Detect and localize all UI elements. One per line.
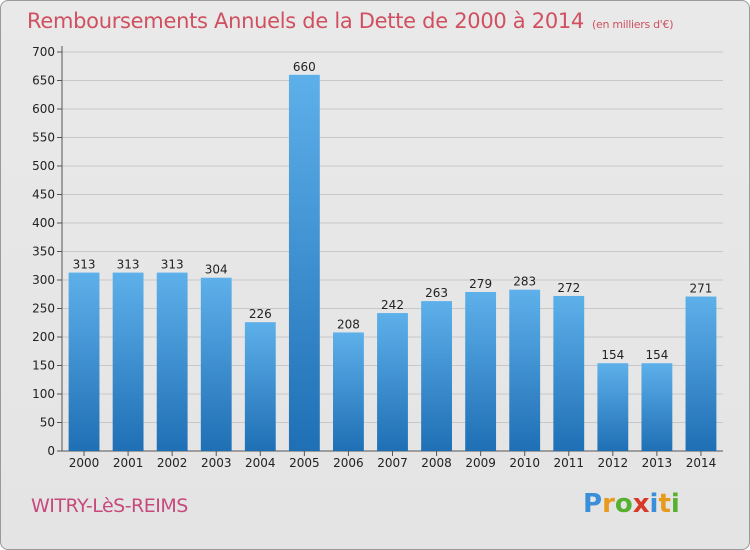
x-tick-label: 2005 [289, 456, 320, 470]
bar [685, 296, 717, 451]
bar [553, 295, 585, 451]
data-label: 304 [205, 263, 228, 277]
x-tick-label: 2009 [465, 456, 496, 470]
bar [244, 322, 276, 451]
y-tick-label: 200 [32, 330, 55, 344]
data-label: 154 [601, 348, 624, 362]
data-label: 154 [645, 348, 668, 362]
bar [421, 301, 452, 451]
data-label: 208 [337, 317, 360, 331]
y-tick-label: 400 [32, 216, 55, 230]
data-label: 271 [690, 282, 713, 296]
x-tick-label: 2006 [333, 456, 364, 470]
bar [377, 313, 408, 451]
data-label: 283 [513, 275, 536, 289]
x-tick-label: 2011 [553, 456, 584, 470]
bar [333, 332, 364, 451]
x-tick-label: 2001 [113, 456, 144, 470]
chart-title-unit: (en milliers d'€) [592, 18, 674, 31]
y-tick-label: 0 [47, 444, 55, 458]
logo-letter: t [658, 489, 671, 519]
y-tick-label: 100 [32, 387, 55, 401]
logo-letter: i [649, 489, 659, 519]
data-label: 226 [249, 307, 272, 321]
y-tick-label: 350 [32, 245, 55, 259]
data-label: 242 [381, 298, 404, 312]
x-tick-label: 2007 [377, 456, 408, 470]
bar [641, 363, 673, 451]
x-tick-label: 2010 [509, 456, 540, 470]
logo-letter: x [632, 489, 650, 519]
data-label: 313 [161, 258, 184, 272]
x-tick-label: 2014 [686, 456, 717, 470]
y-tick-label: 650 [32, 74, 55, 88]
bar [68, 272, 100, 451]
chart-title-text: Remboursements Annuels de la Dette de 20… [27, 9, 584, 33]
y-tick-label: 600 [32, 102, 55, 116]
y-tick-label: 50 [40, 416, 55, 430]
bar [288, 74, 320, 452]
y-tick-label: 300 [32, 273, 55, 287]
y-tick-label: 250 [32, 302, 55, 316]
labels: 313 313 313 304 226 660 208 242 263 279 283 272 154 1… [73, 60, 713, 362]
logo-letter: i [670, 489, 680, 519]
data-label: 272 [557, 281, 580, 295]
x-tick-label: 2000 [69, 456, 100, 470]
bar [465, 291, 497, 451]
bar [156, 272, 188, 451]
data-label: 313 [117, 258, 140, 272]
y-tick-label: 550 [32, 131, 55, 145]
data-label: 313 [73, 258, 96, 272]
data-label: 660 [293, 60, 316, 74]
bar [112, 272, 144, 451]
x-tick-label: 2008 [421, 456, 452, 470]
y-tick-label: 150 [32, 359, 55, 373]
data-label: 279 [469, 277, 492, 291]
y-tick-label: 700 [32, 45, 55, 59]
logo-letter: o [614, 489, 633, 519]
bars [68, 74, 717, 452]
y-tick-label: 500 [32, 159, 55, 173]
y-tick-label: 450 [32, 188, 55, 202]
proxiti-logo: Proxiti [583, 489, 680, 519]
commune-name: WITRY-LèS-REIMS [31, 495, 188, 517]
logo-letter: r [602, 489, 615, 519]
x-tick-label: 2013 [642, 456, 673, 470]
data-label: 263 [425, 286, 448, 300]
x-tick-label: 2002 [157, 456, 188, 470]
x-tick-label: 2012 [598, 456, 629, 470]
bar [200, 277, 232, 451]
bar [597, 363, 629, 451]
x-tick-label: 2004 [245, 456, 276, 470]
logo-letter: P [583, 489, 603, 519]
x-tick-label: 2003 [201, 456, 232, 470]
chart-title: Remboursements Annuels de la Dette de 20… [27, 9, 673, 33]
bar [509, 289, 541, 451]
